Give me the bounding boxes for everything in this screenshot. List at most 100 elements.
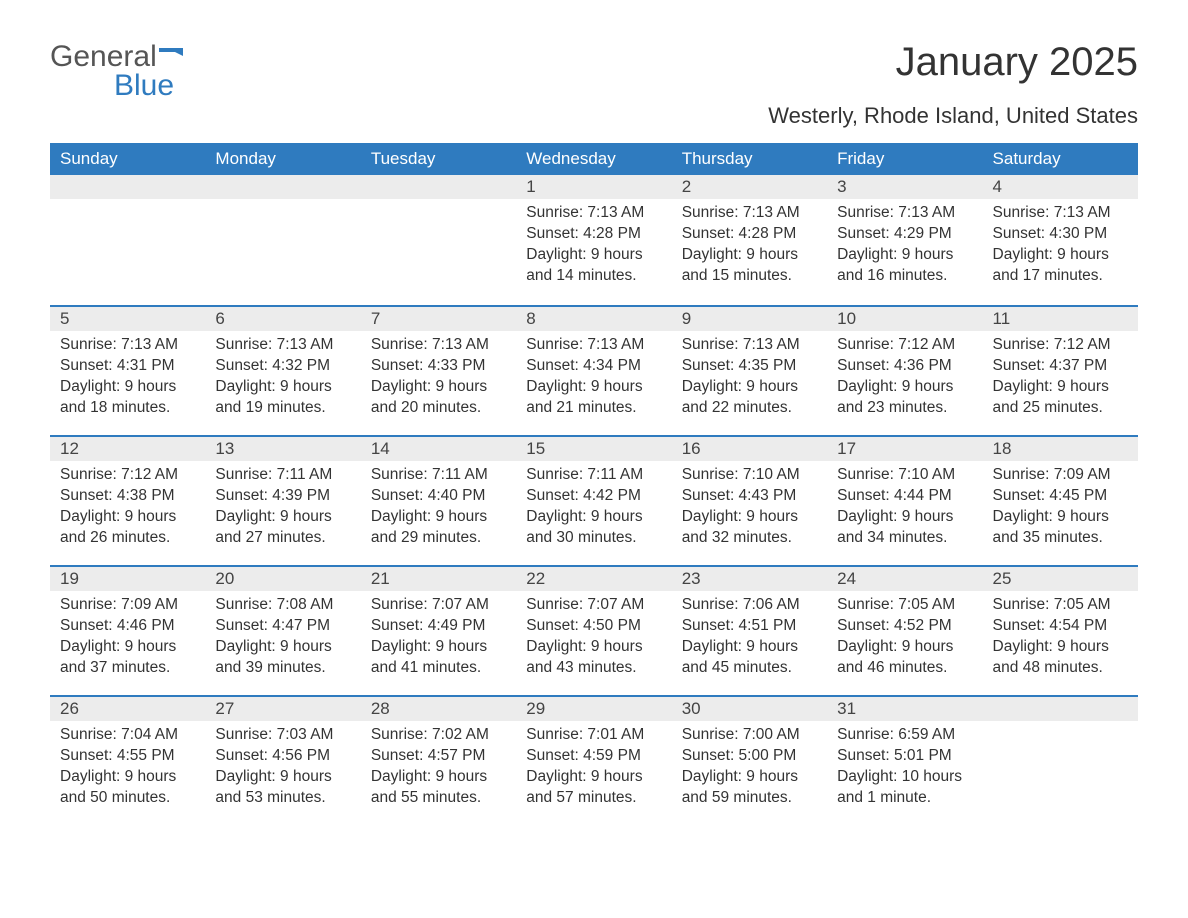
sunrise-line: Sunrise: 7:13 AM [371, 335, 506, 356]
sunrise-line: Sunrise: 7:09 AM [993, 465, 1128, 486]
day-number: 16 [672, 437, 827, 461]
day-number [50, 175, 205, 199]
daylight-line: Daylight: 9 hours and 30 minutes. [526, 507, 661, 549]
sun-info: Sunrise: 7:12 AMSunset: 4:36 PMDaylight:… [827, 331, 982, 419]
sunset-line: Sunset: 4:51 PM [682, 616, 817, 637]
daylight-line: Daylight: 9 hours and 16 minutes. [837, 245, 972, 287]
sunset-line: Sunset: 4:55 PM [60, 746, 195, 767]
sunset-line: Sunset: 4:43 PM [682, 486, 817, 507]
calendar-cell: 3Sunrise: 7:13 AMSunset: 4:29 PMDaylight… [827, 175, 982, 305]
daylight-line: Daylight: 9 hours and 53 minutes. [215, 767, 350, 809]
sun-info: Sunrise: 7:11 AMSunset: 4:39 PMDaylight:… [205, 461, 360, 549]
day-number: 5 [50, 307, 205, 331]
sunrise-line: Sunrise: 7:10 AM [837, 465, 972, 486]
week-row: 12Sunrise: 7:12 AMSunset: 4:38 PMDayligh… [50, 435, 1138, 565]
daylight-line: Daylight: 9 hours and 59 minutes. [682, 767, 817, 809]
sun-info: Sunrise: 7:11 AMSunset: 4:40 PMDaylight:… [361, 461, 516, 549]
calendar-cell: 16Sunrise: 7:10 AMSunset: 4:43 PMDayligh… [672, 437, 827, 565]
sunset-line: Sunset: 4:38 PM [60, 486, 195, 507]
day-number: 2 [672, 175, 827, 199]
sunrise-line: Sunrise: 7:13 AM [215, 335, 350, 356]
sunset-line: Sunset: 4:40 PM [371, 486, 506, 507]
sun-info: Sunrise: 7:10 AMSunset: 4:43 PMDaylight:… [672, 461, 827, 549]
daylight-line: Daylight: 9 hours and 48 minutes. [993, 637, 1128, 679]
daylight-line: Daylight: 9 hours and 21 minutes. [526, 377, 661, 419]
day-number: 25 [983, 567, 1138, 591]
day-number: 9 [672, 307, 827, 331]
day-number: 3 [827, 175, 982, 199]
location-subtitle: Westerly, Rhode Island, United States [50, 103, 1138, 129]
sun-info: Sunrise: 7:07 AMSunset: 4:49 PMDaylight:… [361, 591, 516, 679]
daylight-line: Daylight: 10 hours and 1 minute. [837, 767, 972, 809]
sunset-line: Sunset: 4:47 PM [215, 616, 350, 637]
calendar-cell [205, 175, 360, 305]
sunset-line: Sunset: 4:30 PM [993, 224, 1128, 245]
week-row: 26Sunrise: 7:04 AMSunset: 4:55 PMDayligh… [50, 695, 1138, 825]
sunrise-line: Sunrise: 7:12 AM [993, 335, 1128, 356]
calendar-cell: 27Sunrise: 7:03 AMSunset: 4:56 PMDayligh… [205, 697, 360, 825]
day-number: 28 [361, 697, 516, 721]
daylight-line: Daylight: 9 hours and 26 minutes. [60, 507, 195, 549]
sunrise-line: Sunrise: 7:12 AM [837, 335, 972, 356]
daylight-line: Daylight: 9 hours and 17 minutes. [993, 245, 1128, 287]
day-number: 11 [983, 307, 1138, 331]
daylight-line: Daylight: 9 hours and 23 minutes. [837, 377, 972, 419]
daylight-line: Daylight: 9 hours and 37 minutes. [60, 637, 195, 679]
day-header: Tuesday [361, 143, 516, 175]
calendar-cell: 9Sunrise: 7:13 AMSunset: 4:35 PMDaylight… [672, 307, 827, 435]
calendar-cell: 15Sunrise: 7:11 AMSunset: 4:42 PMDayligh… [516, 437, 671, 565]
sun-info: Sunrise: 7:00 AMSunset: 5:00 PMDaylight:… [672, 721, 827, 809]
daylight-line: Daylight: 9 hours and 41 minutes. [371, 637, 506, 679]
calendar-cell: 17Sunrise: 7:10 AMSunset: 4:44 PMDayligh… [827, 437, 982, 565]
day-number: 13 [205, 437, 360, 461]
daylight-line: Daylight: 9 hours and 27 minutes. [215, 507, 350, 549]
sunset-line: Sunset: 4:52 PM [837, 616, 972, 637]
sunset-line: Sunset: 4:45 PM [993, 486, 1128, 507]
sun-info: Sunrise: 7:08 AMSunset: 4:47 PMDaylight:… [205, 591, 360, 679]
sunrise-line: Sunrise: 7:02 AM [371, 725, 506, 746]
sunset-line: Sunset: 4:31 PM [60, 356, 195, 377]
calendar-cell: 5Sunrise: 7:13 AMSunset: 4:31 PMDaylight… [50, 307, 205, 435]
sunrise-line: Sunrise: 7:11 AM [526, 465, 661, 486]
daylight-line: Daylight: 9 hours and 25 minutes. [993, 377, 1128, 419]
day-number: 31 [827, 697, 982, 721]
calendar: SundayMondayTuesdayWednesdayThursdayFrid… [50, 143, 1138, 825]
daylight-line: Daylight: 9 hours and 14 minutes. [526, 245, 661, 287]
sunrise-line: Sunrise: 7:13 AM [682, 203, 817, 224]
calendar-cell: 19Sunrise: 7:09 AMSunset: 4:46 PMDayligh… [50, 567, 205, 695]
calendar-cell: 22Sunrise: 7:07 AMSunset: 4:50 PMDayligh… [516, 567, 671, 695]
sunrise-line: Sunrise: 7:01 AM [526, 725, 661, 746]
sunset-line: Sunset: 4:29 PM [837, 224, 972, 245]
sunset-line: Sunset: 4:39 PM [215, 486, 350, 507]
sunrise-line: Sunrise: 7:11 AM [371, 465, 506, 486]
calendar-cell: 31Sunrise: 6:59 AMSunset: 5:01 PMDayligh… [827, 697, 982, 825]
sunset-line: Sunset: 4:28 PM [682, 224, 817, 245]
calendar-cell: 23Sunrise: 7:06 AMSunset: 4:51 PMDayligh… [672, 567, 827, 695]
day-number: 21 [361, 567, 516, 591]
sun-info: Sunrise: 7:13 AMSunset: 4:35 PMDaylight:… [672, 331, 827, 419]
daylight-line: Daylight: 9 hours and 55 minutes. [371, 767, 506, 809]
day-header: Wednesday [516, 143, 671, 175]
daylight-line: Daylight: 9 hours and 39 minutes. [215, 637, 350, 679]
day-header: Friday [827, 143, 982, 175]
daylight-line: Daylight: 9 hours and 29 minutes. [371, 507, 506, 549]
sun-info: Sunrise: 7:13 AMSunset: 4:32 PMDaylight:… [205, 331, 360, 419]
calendar-cell: 2Sunrise: 7:13 AMSunset: 4:28 PMDaylight… [672, 175, 827, 305]
daylight-line: Daylight: 9 hours and 22 minutes. [682, 377, 817, 419]
calendar-cell: 20Sunrise: 7:08 AMSunset: 4:47 PMDayligh… [205, 567, 360, 695]
calendar-cell [983, 697, 1138, 825]
day-number: 19 [50, 567, 205, 591]
sunset-line: Sunset: 5:00 PM [682, 746, 817, 767]
sunset-line: Sunset: 4:54 PM [993, 616, 1128, 637]
sun-info: Sunrise: 7:02 AMSunset: 4:57 PMDaylight:… [361, 721, 516, 809]
sunrise-line: Sunrise: 7:07 AM [526, 595, 661, 616]
sun-info: Sunrise: 7:13 AMSunset: 4:28 PMDaylight:… [672, 199, 827, 287]
sunset-line: Sunset: 4:37 PM [993, 356, 1128, 377]
sun-info: Sunrise: 7:01 AMSunset: 4:59 PMDaylight:… [516, 721, 671, 809]
sun-info: Sunrise: 7:06 AMSunset: 4:51 PMDaylight:… [672, 591, 827, 679]
daylight-line: Daylight: 9 hours and 15 minutes. [682, 245, 817, 287]
sun-info: Sunrise: 7:13 AMSunset: 4:28 PMDaylight:… [516, 199, 671, 287]
sun-info: Sunrise: 7:12 AMSunset: 4:37 PMDaylight:… [983, 331, 1138, 419]
day-header: Thursday [672, 143, 827, 175]
daylight-line: Daylight: 9 hours and 34 minutes. [837, 507, 972, 549]
